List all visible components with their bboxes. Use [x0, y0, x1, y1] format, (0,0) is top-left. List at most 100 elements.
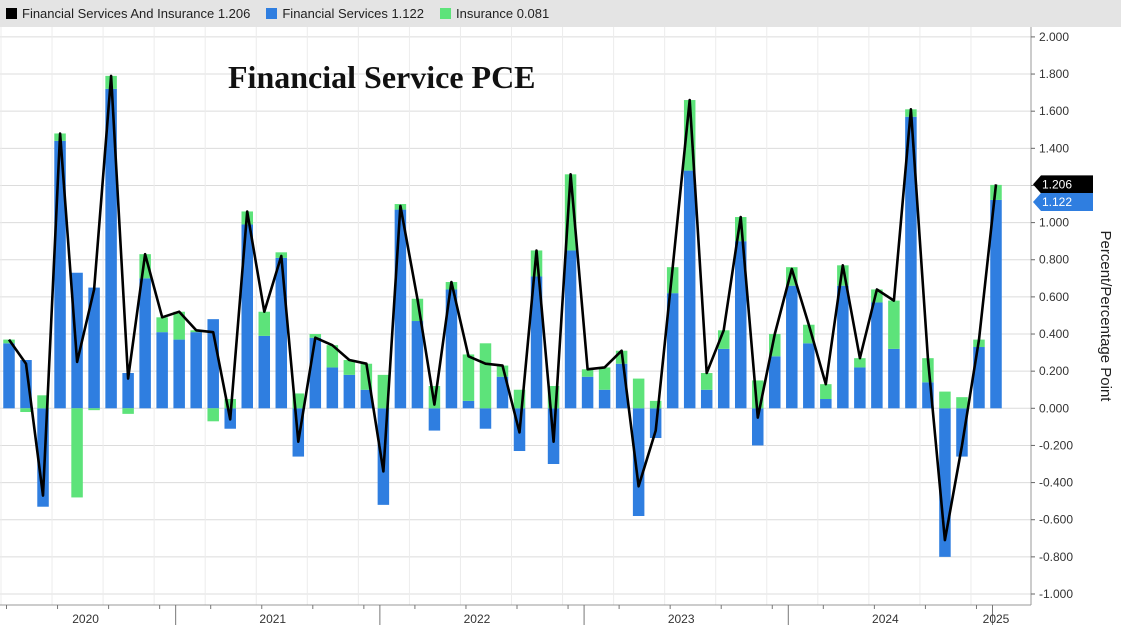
gridlines [0, 27, 1031, 605]
bar-insurance [207, 408, 219, 422]
x-axis: 2020 2021 2022 2023 2024 2025 [0, 604, 1031, 626]
bar-financial-services [479, 408, 492, 429]
bar-insurance [292, 393, 305, 409]
y-tick-label: -0.600 [1039, 513, 1073, 527]
bar-insurance [632, 378, 645, 409]
bar-insurance [479, 343, 492, 409]
y-tick-label: 0.600 [1039, 290, 1069, 304]
bar-insurance [513, 389, 526, 409]
bar-financial-services [683, 170, 696, 409]
bar-financial-services [615, 363, 628, 409]
bar-financial-services [360, 389, 373, 409]
bar-insurance [854, 358, 866, 368]
bar-insurance [888, 300, 900, 349]
last-value-callouts: 1.206 1.122 [1033, 175, 1093, 211]
legend-bar: Financial Services And Insurance 1.206 Fi… [0, 0, 1121, 27]
bar-financial-services [990, 199, 1002, 409]
bar-financial-services [241, 224, 253, 409]
y-tick-label: 0.400 [1039, 327, 1069, 341]
bar-insurance [666, 267, 679, 294]
bar-financial-services [666, 293, 679, 409]
callout-tag [1033, 175, 1093, 194]
bar-insurance [139, 254, 151, 279]
bar-insurance [37, 395, 49, 409]
bar-financial-services [173, 339, 185, 409]
bar-financial-services [939, 408, 951, 557]
bar-financial-services [428, 408, 441, 431]
bar-financial-services [888, 348, 900, 409]
bar-financial-services [871, 302, 883, 409]
bar-insurance [547, 386, 560, 409]
bars [3, 75, 1002, 557]
callout-label: 1.206 [1042, 177, 1072, 191]
bar-financial-services [20, 360, 32, 409]
bar-insurance [871, 289, 883, 303]
y-tick-label: 1.800 [1039, 67, 1069, 81]
bar-insurance [173, 311, 185, 340]
legend-item: Financial Services 1.122 [266, 6, 424, 21]
bar-financial-services [598, 389, 611, 409]
bar-financial-services [905, 116, 917, 409]
bar-financial-services [71, 272, 83, 409]
bar-insurance [462, 354, 475, 401]
y-axis: 2.0001.8001.6001.4001.2001.0000.8000.600… [1030, 27, 1073, 605]
bar-insurance [156, 317, 168, 333]
bar-financial-services [105, 88, 117, 409]
bar-insurance [20, 408, 32, 413]
bar-financial-services [139, 278, 151, 409]
x-year-label: 2021 [259, 612, 286, 626]
legend-swatch [6, 8, 17, 19]
x-year-label: 2023 [668, 612, 695, 626]
bar-insurance [769, 334, 781, 357]
chart-title: Financial Service PCE [228, 59, 536, 95]
legend-label: Financial Services 1.122 [282, 6, 424, 21]
x-year-label: 2020 [72, 612, 99, 626]
y-tick-label: -0.800 [1039, 550, 1073, 564]
bar-insurance [122, 408, 134, 414]
bar-financial-services [854, 367, 866, 409]
legend-swatch [440, 8, 451, 19]
bar-financial-services [445, 289, 458, 409]
bar-insurance [377, 374, 390, 409]
y-tick-label: 0.200 [1039, 364, 1069, 378]
bar-financial-services [37, 408, 49, 507]
legend-swatch [266, 8, 278, 19]
bar-financial-services [803, 343, 815, 409]
bar-financial-services [275, 257, 288, 409]
y-tick-label: -1.000 [1039, 587, 1073, 601]
bar-insurance [309, 334, 322, 338]
bar-insurance [683, 100, 696, 171]
legend-label: Insurance 0.081 [456, 6, 550, 21]
y-tick-label: 0.800 [1039, 253, 1069, 267]
bar-financial-services [462, 400, 475, 409]
bar-financial-services [820, 399, 832, 409]
bar-financial-services [496, 376, 509, 409]
bar-financial-services [156, 332, 168, 409]
y-tick-label: 0.000 [1039, 401, 1069, 415]
bar-insurance [88, 408, 100, 411]
bar-insurance [837, 265, 849, 286]
legend-label: Financial Services And Insurance 1.206 [22, 6, 251, 21]
bar-financial-services [717, 348, 730, 409]
y-tick-label: -0.200 [1039, 438, 1073, 452]
bar-insurance [700, 373, 713, 390]
bar-financial-services [258, 335, 271, 409]
callout-label: 1.122 [1042, 195, 1072, 209]
bar-financial-services [54, 140, 66, 409]
bar-financial-services [309, 337, 322, 409]
legend-item: Financial Services And Insurance 1.206 [6, 6, 250, 21]
bar-insurance [71, 408, 83, 498]
bar-financial-services [769, 356, 781, 409]
bar-insurance [496, 365, 509, 377]
y-tick-label: 1.000 [1039, 216, 1069, 230]
bar-financial-services [837, 285, 849, 409]
callout-tag [1033, 192, 1093, 211]
bar-insurance [786, 267, 798, 286]
bar-insurance [803, 324, 815, 344]
bar-insurance [956, 397, 968, 409]
bar-financial-services [632, 408, 645, 517]
bar-insurance [258, 311, 271, 336]
bar-financial-services [734, 241, 747, 409]
bar-financial-services [190, 332, 202, 409]
